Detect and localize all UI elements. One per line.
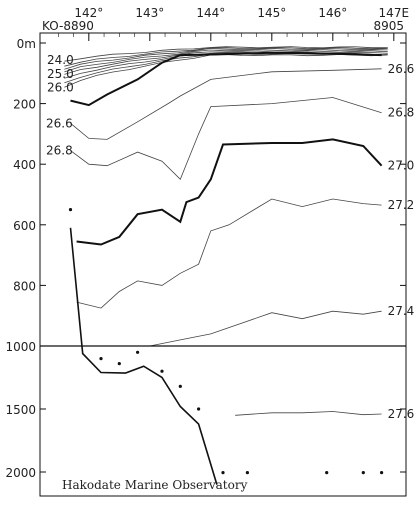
y-tick-label: 1500 [5,403,36,417]
sea-bottom-profile [69,227,218,485]
y-tick-label: 1000 [5,340,36,354]
isopycnal-label-right: 27.0 [388,159,415,173]
isopycnal-label-right: 27.4 [388,304,415,318]
isopycnal-line [76,138,383,246]
isopycnal-line [76,198,382,309]
surface-isopycnal-line [64,50,388,75]
isopycnal-layer [64,46,388,416]
sample-depth-dot [99,357,103,361]
sample-depth-dot [197,407,201,411]
y-tick-label: 0m [17,37,36,51]
isopycnal-label-right: 27.6 [388,407,415,421]
surface-isopycnal-line [64,49,388,73]
x-tick-label: 143° [135,6,164,20]
isopycnal-label-right: 26.6 [388,62,415,76]
isopycnal-label-left: 26.8 [46,144,73,158]
isopycnal-label-right: 27.2 [388,198,415,212]
y-tick-label: 800 [13,279,36,293]
surface-contour-label: 25.0 [47,67,74,81]
sample-depth-dot [361,471,365,475]
sample-depth-dot [117,362,121,366]
sample-depth-dot [325,471,329,475]
surface-contour-label: 26.0 [47,80,74,94]
y-tick-label: 400 [13,158,36,172]
isopycnal-label-right: 26.8 [388,106,415,120]
grid-layer [40,33,406,473]
surface-isopycnal-line [64,46,388,62]
y-tick-label: 200 [13,98,36,112]
surface-contour-label: 24.0 [47,53,74,67]
source-label: Hakodate Marine Observatory [62,478,248,492]
x-tick-label: 146° [318,6,347,20]
sample-depth-dot [380,471,384,475]
sample-depth-dot [245,471,249,475]
isopycnal-line [70,68,382,140]
isopycnal-label-left: 26.6 [46,116,73,130]
isopycnal-26-0-line [70,51,382,107]
x-tick-label: 147E [379,6,410,20]
sample-depth-dot [178,384,182,388]
surface-isopycnal-line [64,48,388,70]
station-label-left: KO-8890 [42,19,94,33]
surface-isopycnal-line [64,51,388,79]
isopycnal-line [235,411,382,416]
x-tick-label: 144° [196,6,225,20]
sample-depth-dot [160,369,164,373]
sample-depth-dot [68,208,73,212]
sample-depth-dot [136,350,140,354]
isopycnal-line [70,97,382,181]
label-layer: 142° 143° 144° 145° 146° 147E KO-8890 8905 0m 200… [5,6,414,492]
y-tick-label: 600 [13,219,36,233]
plot-frame [39,32,407,497]
x-tick-label: 142° [74,6,103,20]
x-tick-label: 145° [257,6,286,20]
isopycnal-line [149,310,382,347]
bottom-profile-layer [68,208,384,485]
sample-depth-dot [221,471,225,475]
station-label-right: 8905 [373,19,404,33]
surface-isopycnal-line [64,54,388,88]
frame-layer [39,32,407,497]
y-tick-label: 2000 [5,466,36,480]
surface-isopycnal-line [64,47,388,67]
